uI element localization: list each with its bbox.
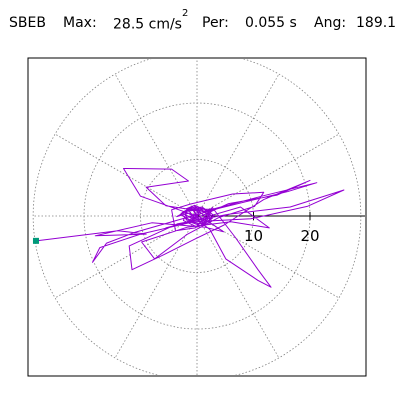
max-unit: cm/s bbox=[148, 16, 182, 33]
max-number: 28.5 bbox=[113, 16, 145, 33]
header-bar: SBEB Max: 28.5 cm/s2 Per: 0.055 s Ang: 1… bbox=[9, 8, 399, 37]
max-value: 28.5 cm/s2 bbox=[113, 8, 188, 33]
grid-spoke bbox=[196, 73, 280, 217]
motion-trace bbox=[35, 168, 345, 288]
plot-frame bbox=[27, 57, 367, 377]
grid-spoke bbox=[114, 215, 198, 359]
grid-spoke bbox=[54, 215, 198, 299]
grid-spoke bbox=[114, 73, 198, 217]
tick-marks: 10 20 bbox=[244, 212, 320, 245]
grid-spoke bbox=[196, 215, 340, 299]
grid-spoke bbox=[54, 133, 198, 217]
start-marker bbox=[32, 237, 39, 244]
marker-layer bbox=[32, 237, 39, 244]
x-tick-label: 10 bbox=[244, 227, 263, 245]
x-tick-label: 20 bbox=[300, 227, 319, 245]
max-label: Max: bbox=[63, 15, 97, 31]
trace-layer bbox=[35, 168, 345, 288]
per-value: 0.055 s bbox=[245, 15, 297, 31]
max-unit-exponent: 2 bbox=[181, 8, 189, 19]
station-code: SBEB bbox=[9, 15, 46, 31]
grid-spoke bbox=[196, 215, 280, 359]
grid-spoke bbox=[196, 133, 340, 217]
per-label: Per: bbox=[202, 15, 229, 31]
ang-value: 189.1 bbox=[356, 15, 397, 31]
ang-label: Ang: bbox=[314, 15, 347, 31]
